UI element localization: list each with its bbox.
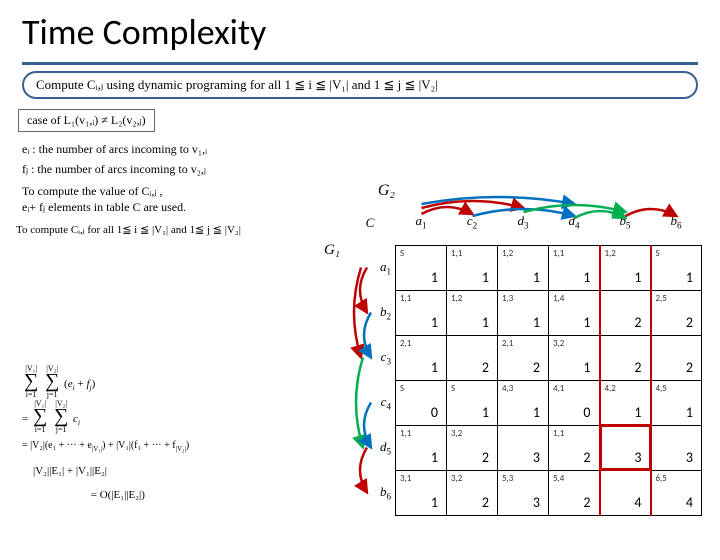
col-header: b5 bbox=[600, 200, 651, 245]
dp-cell: 1,21 bbox=[600, 245, 651, 290]
final-complexity: = O(|E₁||E₂|) bbox=[22, 489, 272, 501]
row-header: a1 bbox=[345, 245, 396, 290]
dp-cell: 5,33 bbox=[498, 470, 549, 515]
dp-cell: 3 bbox=[600, 425, 651, 470]
def-ei: eᵢ : the number of arcs incoming to v₁,ᵢ bbox=[22, 140, 720, 158]
col-header: d4 bbox=[549, 200, 600, 245]
dp-cell: 2,12 bbox=[498, 335, 549, 380]
dp-cell: 6,54 bbox=[651, 470, 702, 515]
dp-cell: S1 bbox=[396, 245, 447, 290]
dp-cell: S1 bbox=[651, 245, 702, 290]
dp-cell: 1,11 bbox=[549, 245, 600, 290]
dp-cell: 3,21 bbox=[549, 335, 600, 380]
row-header: c4 bbox=[345, 380, 396, 425]
equation-area: ∑|V₁|i=1 ∑|V₂|j=1 (ei + fj) = ∑|V₁|i=1 ∑… bbox=[22, 370, 272, 501]
dp-cell: 3,22 bbox=[447, 425, 498, 470]
dp-cell: 1,21 bbox=[498, 245, 549, 290]
g2-label: G₂ bbox=[378, 182, 395, 200]
col-header: a1 bbox=[396, 200, 447, 245]
row-header: b6 bbox=[345, 470, 396, 515]
page-title: Time Complexity bbox=[22, 10, 720, 54]
dp-cell: 4,51 bbox=[651, 380, 702, 425]
definitions: eᵢ : the number of arcs incoming to v₁,ᵢ… bbox=[22, 140, 720, 178]
dp-cell: 4,10 bbox=[549, 380, 600, 425]
dp-cell: 1,21 bbox=[447, 290, 498, 335]
dp-table: Ca1c2d3d4b5b6a1S11,111,211,111,21S1b21,1… bbox=[345, 200, 703, 516]
g1-label: G₁ bbox=[324, 242, 340, 259]
dp-cell: 2,11 bbox=[396, 335, 447, 380]
dp-cell: 3,11 bbox=[396, 470, 447, 515]
note-compute-value: To compute the value of Cᵢ,ⱼ , eᵢ+ fⱼ el… bbox=[22, 184, 282, 215]
dp-cell: 2,52 bbox=[651, 290, 702, 335]
dp-cell: 2 bbox=[600, 290, 651, 335]
dp-cell: 1,11 bbox=[447, 245, 498, 290]
dp-cell: 3 bbox=[651, 425, 702, 470]
col-header: c2 bbox=[447, 200, 498, 245]
dp-cell: 1,41 bbox=[549, 290, 600, 335]
dp-cell: 5,42 bbox=[549, 470, 600, 515]
dp-cell: 1,11 bbox=[396, 425, 447, 470]
dp-cell: 4,21 bbox=[600, 380, 651, 425]
dp-cell: 1,12 bbox=[549, 425, 600, 470]
dp-cell: 4,31 bbox=[498, 380, 549, 425]
dp-cell: 2 bbox=[600, 335, 651, 380]
table-corner: C bbox=[345, 200, 396, 245]
dp-cell: 2 bbox=[447, 335, 498, 380]
title-underline bbox=[22, 62, 698, 65]
row-header: b2 bbox=[345, 290, 396, 335]
dp-cell: 3 bbox=[498, 425, 549, 470]
dp-table-area: Ca1c2d3d4b5b6a1S11,111,211,111,21S1b21,1… bbox=[345, 200, 703, 516]
def-fj: fⱼ : the number of arcs incoming to v₂,ⱼ bbox=[22, 160, 720, 178]
dp-cell: S1 bbox=[447, 380, 498, 425]
dp-cell: 1,11 bbox=[396, 290, 447, 335]
row-header: d5 bbox=[345, 425, 396, 470]
dp-cell: 2 bbox=[651, 335, 702, 380]
dp-cell: 3,22 bbox=[447, 470, 498, 515]
col-header: b6 bbox=[651, 200, 702, 245]
case-box: case of L₁(v₁,ᵢ) ≠ L₂(v₂,ⱼ) bbox=[18, 109, 155, 132]
dp-cell: 1,31 bbox=[498, 290, 549, 335]
dp-cell: 4 bbox=[600, 470, 651, 515]
row-header: c3 bbox=[345, 335, 396, 380]
dp-cell: S0 bbox=[396, 380, 447, 425]
col-header: d3 bbox=[498, 200, 549, 245]
compute-callout: Compute Cᵢ,ⱼ using dynamic programing fo… bbox=[22, 71, 698, 99]
